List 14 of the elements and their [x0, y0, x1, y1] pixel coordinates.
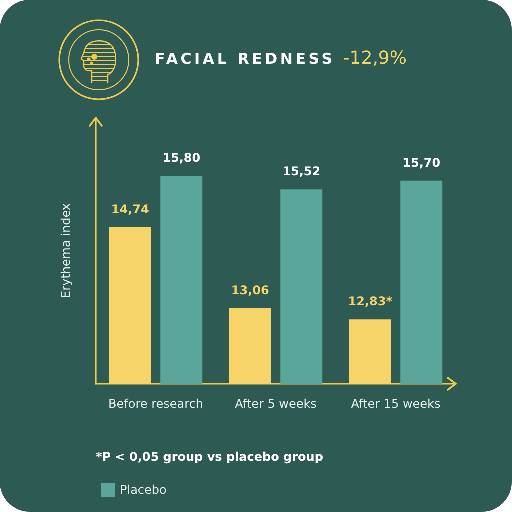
- data-label: 12,83*: [348, 294, 394, 309]
- data-label: 13,06: [231, 284, 270, 298]
- text: *P < 0,05 group vs placebo group: [96, 450, 324, 464]
- chart-subtitle: -12,9%: [343, 48, 407, 69]
- x-tick-label: After 5 weeks: [235, 397, 317, 411]
- data-label: 15,52: [282, 164, 321, 179]
- x-tick-label: After 15 weeks: [351, 397, 441, 411]
- data-label: 15,70: [402, 156, 441, 170]
- y-axis-title: Erythema index: [59, 204, 73, 298]
- data-label: 14,74: [111, 202, 150, 216]
- legend-label: Placebo: [120, 483, 167, 497]
- data-label: 15,80: [162, 151, 201, 166]
- x-tick-label: Before research: [108, 397, 204, 411]
- chart-title: FACIAL REDNESS: [155, 50, 336, 68]
